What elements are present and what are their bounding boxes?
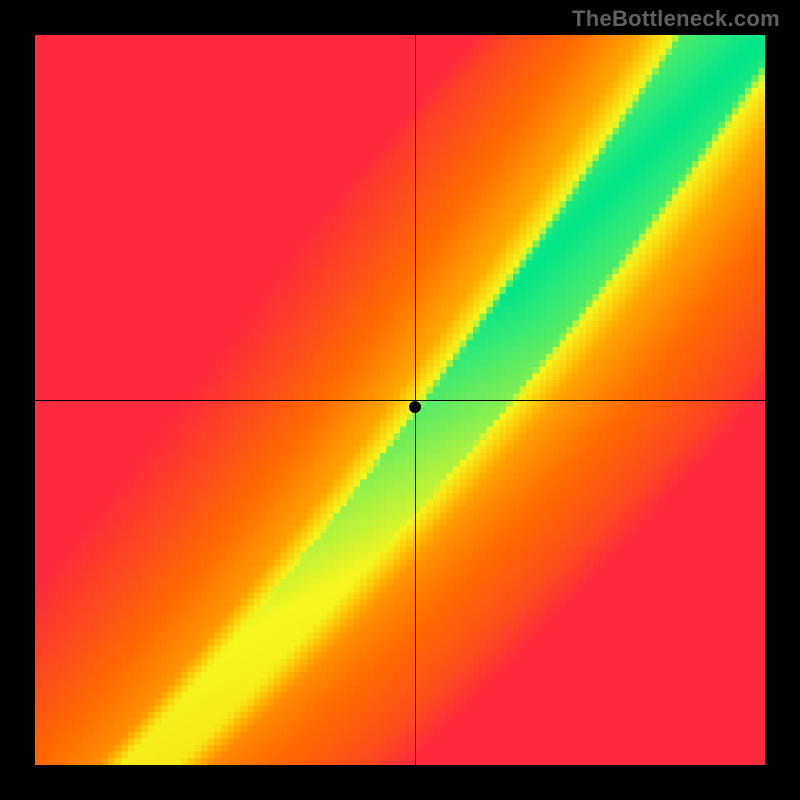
crosshair-vertical [415,35,416,765]
center-marker [409,401,421,413]
heatmap-plot [35,35,765,765]
crosshair-horizontal [35,400,765,401]
watermark-text: TheBottleneck.com [572,6,780,32]
